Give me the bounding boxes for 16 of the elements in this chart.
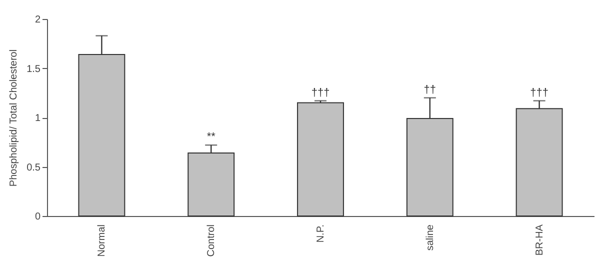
annotation: †† — [424, 84, 436, 96]
y-axis-title: Phospholipid/ Total Cholesterol — [8, 49, 20, 187]
y-tick-label: 1 — [34, 113, 41, 124]
annotation: ††† — [311, 86, 330, 99]
y-tick-label: 2 — [34, 14, 41, 26]
x-tick-label: BR-HA — [534, 224, 546, 256]
y-tick-label: 0.5 — [26, 162, 41, 174]
x-tick-label: N.P. — [316, 224, 326, 243]
annotation: ††† — [530, 86, 548, 99]
x-tick-label: Control — [206, 224, 218, 257]
y-tick-label: 0 — [34, 212, 41, 222]
annotation: ** — [206, 131, 216, 144]
bar — [297, 102, 344, 216]
y-tick-label: 1.5 — [26, 64, 41, 75]
x-tick-label: Normal — [96, 224, 108, 257]
x-tick-label: saline — [424, 224, 436, 251]
